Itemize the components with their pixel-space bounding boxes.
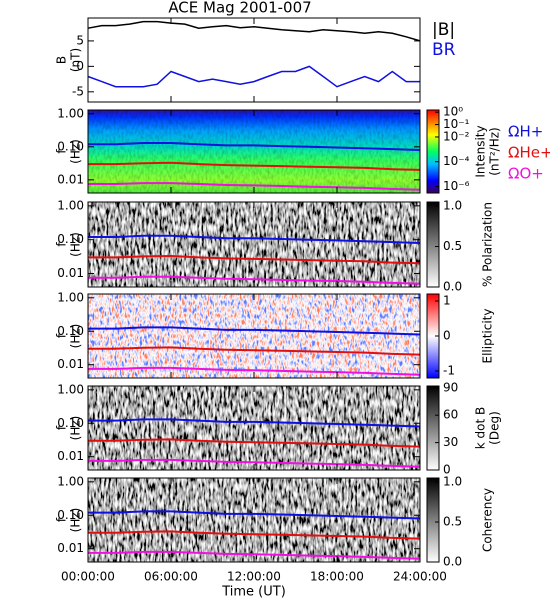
spectrogram <box>88 294 420 378</box>
y-axis-label: f <box>55 517 69 522</box>
colorbar-tick-label: 10⁻⁴ <box>443 154 470 168</box>
data-line <box>87 65 420 88</box>
y-axis-label: (Hz) <box>69 139 83 164</box>
x-tick-label: 18:00:00 <box>310 570 364 584</box>
y-tick-label: 0.10 <box>57 139 84 153</box>
data-line <box>88 510 421 520</box>
y-tick-label: 0.01 <box>57 357 84 371</box>
data-line <box>88 418 421 428</box>
y-axis-label: (Hz) <box>69 324 83 349</box>
y-axis-label: B <box>55 56 69 64</box>
y-tick-label: 0.01 <box>57 266 84 280</box>
y-tick-label: 0.10 <box>57 416 84 430</box>
colorbar-tick-label: 0.5 <box>443 515 462 529</box>
colorbar <box>426 109 440 194</box>
data-line <box>88 254 421 265</box>
y-tick-label: 1.00 <box>57 290 84 304</box>
data-line <box>88 366 421 376</box>
y-axis-label: f <box>55 425 69 430</box>
colorbar-tick-label: 0.0 <box>443 280 462 294</box>
data-line <box>88 458 421 468</box>
y-tick-label: 0 <box>76 59 84 73</box>
y-tick-label: 0.01 <box>57 449 84 463</box>
x-axis-label: Time (UT) <box>221 585 286 600</box>
colorbar-label: Intensity <box>474 125 488 177</box>
panel-frame <box>87 17 421 103</box>
colorbar-label: k dot B <box>474 407 488 449</box>
spectrogram <box>88 386 420 470</box>
y-tick-label: 5 <box>76 33 84 47</box>
data-line <box>88 161 421 171</box>
data-line <box>87 20 421 42</box>
y-tick-label: -5 <box>72 84 84 98</box>
spectrogram-texture <box>88 110 420 193</box>
y-tick-label: 1.00 <box>57 198 84 212</box>
legend-entry: ΩO+ <box>508 165 544 183</box>
colorbar-tick-label: 1.0 <box>443 199 462 213</box>
colorbar-label: % Polarization <box>481 202 495 287</box>
colorbar <box>426 385 440 471</box>
y-tick-label: 0.10 <box>57 508 84 522</box>
y-tick-label: 0.10 <box>57 232 84 246</box>
colorbar-label: (nT²/Hz) <box>488 127 502 175</box>
y-axis-label: (Hz) <box>69 508 83 533</box>
colorbar-tick-label: 0.0 <box>443 555 462 569</box>
legend-entry: |B| <box>432 20 455 40</box>
colorbar-tick-label: 0 <box>443 329 451 343</box>
colorbar-tick-label: 90 <box>443 380 458 394</box>
y-axis-label: (nT) <box>69 48 83 72</box>
colorbar-tick-label: 10⁻¹ <box>443 117 470 131</box>
y-axis-label: (Hz) <box>69 416 83 441</box>
data-line <box>88 275 421 285</box>
y-tick-label: 0.10 <box>57 324 84 338</box>
y-axis-label: f <box>55 242 69 247</box>
legend-entry: ΩHe+ <box>508 144 550 162</box>
colorbar-label: (Deg) <box>488 411 502 445</box>
colorbar-tick-label: 0.5 <box>443 239 462 253</box>
legend-entry: BR <box>432 40 456 60</box>
colorbar-label: Coherency <box>481 488 495 552</box>
y-tick-label: 1.00 <box>57 382 84 396</box>
colorbar-tick-label: 0 <box>443 463 451 477</box>
colorbar-tick-label: 1.0 <box>443 475 462 489</box>
colorbar <box>426 477 440 563</box>
colorbar-tick-label: 10⁻² <box>443 129 470 143</box>
colorbar-tick-label: 30 <box>443 435 458 449</box>
colorbar-tick-label: 1 <box>443 294 451 308</box>
y-tick-label: 0.01 <box>57 541 84 555</box>
legend-entry: ΩH+ <box>508 123 543 141</box>
data-line <box>88 530 421 540</box>
y-tick-label: 1.00 <box>57 106 84 120</box>
colorbar-tick-label: 10⁻⁶ <box>443 179 470 193</box>
colorbar-tick-label: 10⁰ <box>443 105 463 119</box>
colorbar-tick-label: 60 <box>443 408 458 422</box>
colorbar <box>426 201 440 288</box>
spectrogram <box>88 202 420 287</box>
colorbar-label: Ellipticity <box>481 309 495 364</box>
data-line <box>88 142 421 151</box>
y-axis-label: f <box>55 333 69 338</box>
data-line <box>88 550 421 560</box>
data-line <box>88 182 421 191</box>
spectrogram <box>88 478 420 562</box>
data-line <box>88 234 421 244</box>
y-tick-label: 1.00 <box>57 474 84 488</box>
data-line <box>88 346 421 356</box>
figure-title: ACE Mag 2001-007 <box>168 0 311 17</box>
x-tick-label: 00:00:00 <box>61 570 115 584</box>
x-tick-label: 24:00:00 <box>393 570 447 584</box>
colorbar-tick-label: -1 <box>443 364 455 378</box>
y-axis-label: f <box>55 149 69 154</box>
x-tick-label: 12:00:00 <box>227 570 281 584</box>
x-tick-label: 06:00:00 <box>144 570 198 584</box>
y-tick-label: 0.01 <box>57 172 84 186</box>
data-line <box>88 438 421 448</box>
data-line <box>88 326 421 336</box>
y-axis-label: (Hz) <box>69 232 83 257</box>
